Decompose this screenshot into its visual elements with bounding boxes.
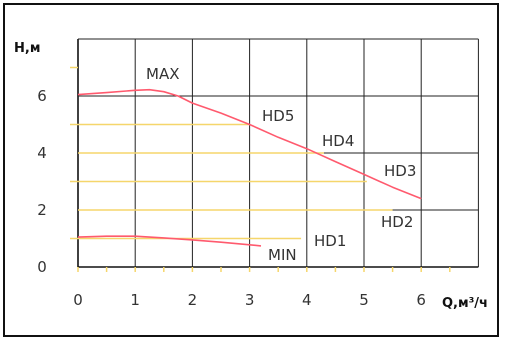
curve-label-hd2: HD2 [381, 213, 413, 231]
performance-curves [77, 88, 422, 247]
curve-label-min: MIN [268, 246, 297, 264]
x-tick-label-4: 4 [302, 291, 312, 309]
speed-lines [78, 123, 393, 240]
curve-label-max: MAX [146, 65, 179, 83]
y-axis-title: H,м [14, 41, 40, 56]
y-tick-label-4: 4 [37, 144, 47, 162]
curve-label-hd1: HD1 [314, 232, 346, 250]
curve-min [77, 235, 262, 247]
curve-label-hd4: HD4 [322, 132, 354, 150]
y-tick-label-6: 6 [37, 87, 47, 105]
x-tick-label-5: 5 [359, 291, 369, 309]
x-tick-label-0: 0 [73, 291, 83, 309]
y-tick-label-0: 0 [37, 258, 47, 276]
tick-labels: 0 1 2 3 4 5 6 0 2 4 6 [37, 87, 426, 309]
x-tick-label-3: 3 [245, 291, 255, 309]
x-tick-label-6: 6 [416, 291, 426, 309]
curve-max [77, 88, 422, 200]
curve-label-hd3: HD3 [384, 162, 416, 180]
curve-label-hd5: HD5 [262, 107, 294, 125]
x-tick-label-1: 1 [130, 291, 140, 309]
chart-frame [3, 3, 499, 337]
grid-lines [70, 38, 479, 272]
x-tick-label-2: 2 [188, 291, 198, 309]
y-tick-label-2: 2 [37, 201, 47, 219]
x-axis-title: Q,м³/ч [442, 296, 488, 311]
